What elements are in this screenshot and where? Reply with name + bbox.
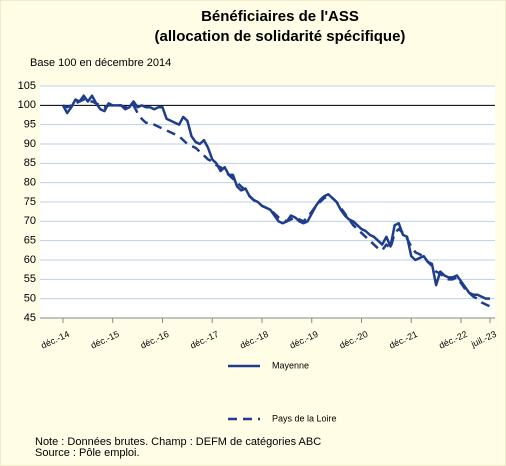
y-tick-label: 70: [24, 215, 36, 227]
y-tick-label: 85: [24, 157, 36, 169]
chart-title: (allocation de solidarité spécifique): [155, 28, 406, 45]
y-tick-label: 95: [24, 119, 36, 131]
subtitle: Base 100 en décembre 2014: [30, 57, 171, 69]
series-line: [61, 94, 490, 300]
y-tick-label: 65: [24, 235, 36, 247]
y-tick-label: 60: [24, 254, 36, 266]
note: Note : Données brutes. Champ : DEFM de c…: [35, 436, 321, 448]
legend-label: Pays de la Loire: [272, 413, 337, 423]
y-tick-label: 75: [24, 196, 36, 208]
series-line: [62, 98, 491, 308]
y-tick-label: 55: [24, 273, 36, 285]
y-tick-label: 100: [18, 99, 36, 111]
note: Source : Pôle emploi.: [35, 447, 140, 459]
y-tick-label: 80: [24, 177, 36, 189]
y-tick-label: 45: [24, 312, 36, 324]
y-tick-label: 90: [24, 138, 36, 150]
y-tick-label: 50: [24, 293, 36, 305]
legend-label: Mayenne: [272, 360, 309, 370]
chart-title: Bénéficiaires de l'ASS: [201, 8, 359, 25]
y-tick-label: 105: [18, 80, 36, 92]
